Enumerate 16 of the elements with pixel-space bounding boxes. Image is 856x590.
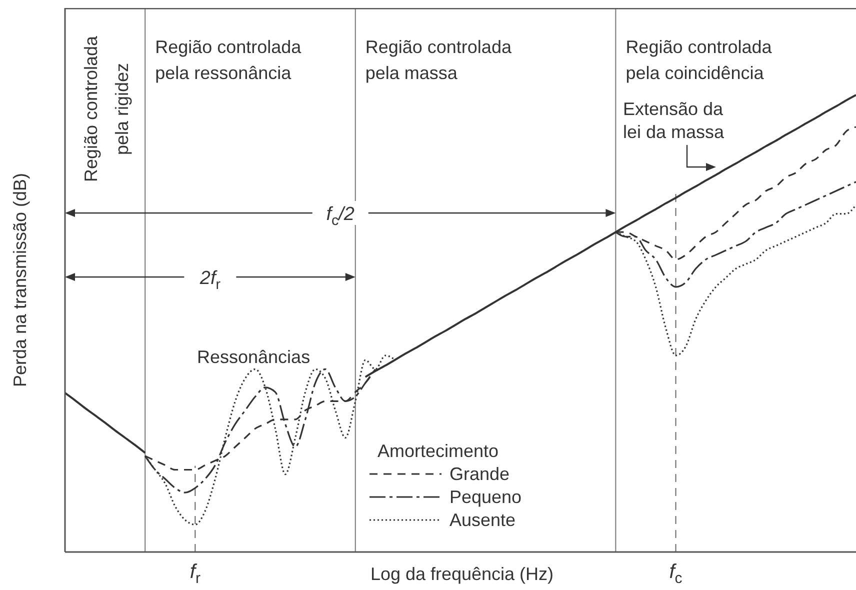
x-axis-title: Log da frequência (Hz) xyxy=(370,564,554,584)
annotation: f$_{c}$/2 xyxy=(326,204,355,229)
x-tick-label: f$_{c}$ xyxy=(669,561,683,587)
annotation: Ressonâncias xyxy=(197,347,310,367)
text: Região controlada pela ressonância xyxy=(155,37,302,83)
annotation: Região controlada pela rigidez xyxy=(81,34,132,182)
annotation: 2f$_{r}$ xyxy=(198,268,221,293)
y-axis-title: Perda na transmissão (dB) xyxy=(10,172,30,388)
legend-label: Pequeno xyxy=(450,487,522,507)
text: Região controlada pela coincidência xyxy=(626,37,773,83)
legend-label: Ausente xyxy=(450,510,516,530)
legend-title: Amortecimento xyxy=(378,441,499,461)
x-tick-label: f$_{r}$ xyxy=(190,561,200,587)
annotation: Extensão da lei da massa xyxy=(623,99,726,142)
legend-label: Grande xyxy=(450,464,510,484)
text: Região controlada pela massa xyxy=(365,37,512,83)
